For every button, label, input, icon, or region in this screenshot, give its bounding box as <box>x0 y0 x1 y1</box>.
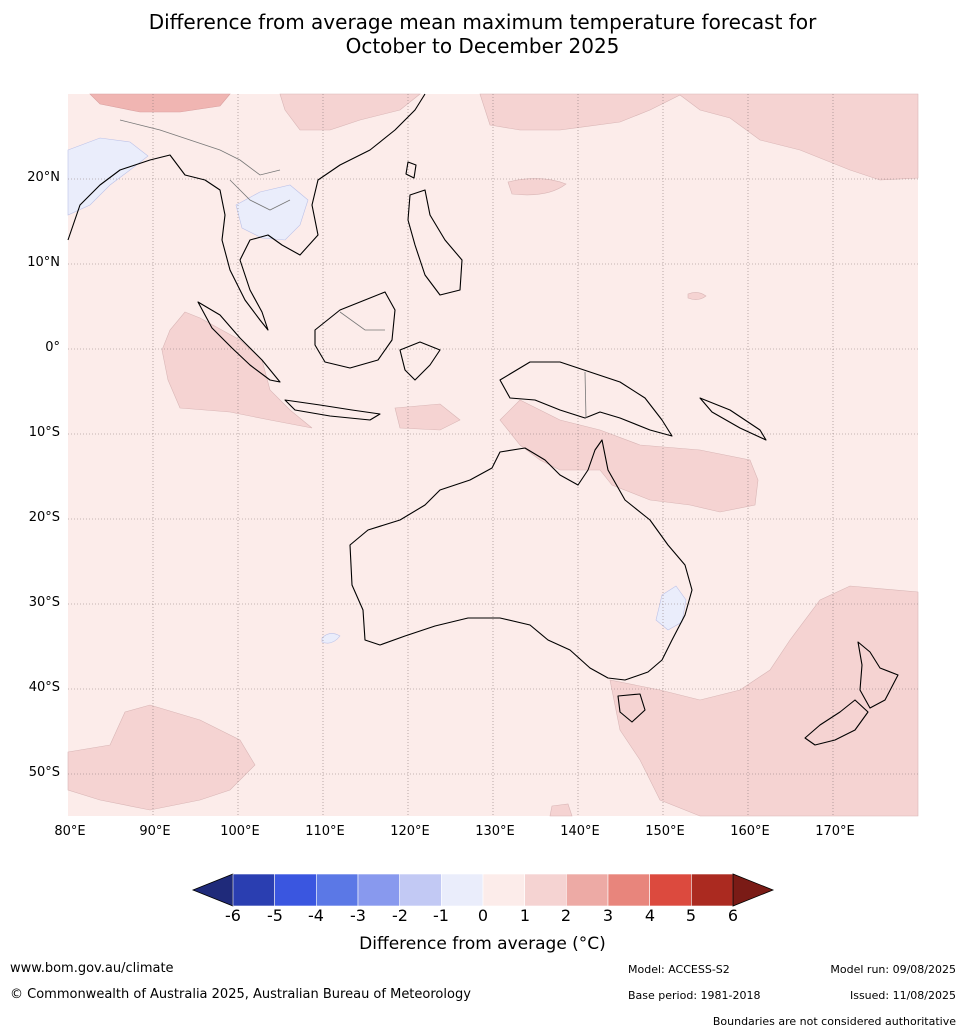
lat-label-10s: 10°S <box>28 425 60 440</box>
coast-new-zealand-north <box>857 641 899 709</box>
warm-patch-small-2 <box>549 803 573 817</box>
coast-tasmania <box>617 693 646 723</box>
coast-taiwan <box>405 161 417 179</box>
title-line-1: Difference from average mean maximum tem… <box>148 10 817 34</box>
lat-label-0: 0° <box>45 340 60 355</box>
colorbar-cell <box>566 873 609 907</box>
chart-title: Difference from average mean maximum tem… <box>0 10 965 58</box>
lon-label-120e: 120°E <box>390 824 430 839</box>
colorbar-cell <box>399 873 442 907</box>
colorbar-cell <box>524 873 567 907</box>
colorbar-tick: 4 <box>644 906 656 925</box>
coast-philippines <box>407 189 463 296</box>
lon-label-150e: 150°E <box>645 824 685 839</box>
colorbar-tick: -4 <box>308 906 324 925</box>
colorbar-cell <box>691 873 734 907</box>
colorbar-high-arrow <box>732 873 775 907</box>
lat-label-20s: 20°S <box>28 510 60 525</box>
footer-model-run: Model run: 09/08/2025 <box>830 963 956 976</box>
coast-sulawesi <box>399 341 441 381</box>
footer-disclaimer: Boundaries are not considered authoritat… <box>712 1015 956 1028</box>
colorbar-cell <box>357 873 400 907</box>
colorbar-tick: -3 <box>350 906 366 925</box>
coast-australia <box>349 439 693 681</box>
colorbar-tick: -1 <box>433 906 449 925</box>
warm-patch-indian-ocean <box>161 311 313 429</box>
warm-patch-small-1 <box>687 292 707 300</box>
title-line-2: October to December 2025 <box>345 34 620 58</box>
lat-label-20n: 20°N <box>27 170 60 185</box>
colorbar-label: Difference from average (°C) <box>359 934 606 954</box>
lon-label-80e: 80°E <box>54 824 86 839</box>
colorbar-low-arrow <box>191 873 234 907</box>
cool-patch-small <box>321 633 341 644</box>
lon-label-160e: 160°E <box>730 824 770 839</box>
footer-base-period: Base period: 1981-2018 <box>628 989 761 1002</box>
country-borders <box>119 119 587 419</box>
lon-label-130e: 130°E <box>475 824 515 839</box>
coast-new-guinea <box>499 361 673 437</box>
lon-label-170e: 170°E <box>815 824 855 839</box>
warmer-patch-himalaya <box>89 93 231 113</box>
lat-label-30s: 30°S <box>28 595 60 610</box>
colorbar <box>191 873 775 907</box>
footer-copyright: © Commonwealth of Australia 2025, Austra… <box>10 987 471 1002</box>
colorbar-tick: -2 <box>392 906 408 925</box>
cool-patch-india <box>67 137 149 216</box>
cool-patch-east-australia <box>655 585 687 631</box>
lon-label-90e: 90°E <box>139 824 171 839</box>
cool-patch-indochina <box>235 184 309 241</box>
coast-new-zealand-south <box>804 699 869 746</box>
colorbar-cell <box>441 873 484 907</box>
colorbar-tick: 5 <box>685 906 697 925</box>
colorbar-cell <box>482 873 525 907</box>
warm-patch-southern-ocean <box>67 704 256 811</box>
lat-label-10n: 10°N <box>27 255 60 270</box>
colorbar-tick: 1 <box>519 906 531 925</box>
forecast-map <box>67 93 919 817</box>
coast-borneo <box>314 291 396 369</box>
lat-label-40s: 40°S <box>28 680 60 695</box>
lon-label-110e: 110°E <box>305 824 345 839</box>
colorbar-cell <box>274 873 317 907</box>
footer-model: Model: ACCESS-S2 <box>628 963 730 976</box>
warm-patch-south-china <box>279 93 421 131</box>
cool-anomaly-areas <box>67 137 687 644</box>
coast-java <box>284 399 381 421</box>
colorbar-tick: 2 <box>560 906 572 925</box>
colorbar-cells <box>232 873 734 907</box>
colorbar-cell <box>232 873 275 907</box>
coast-sumatra <box>197 301 281 383</box>
lat-label-50s: 50°S <box>28 765 60 780</box>
colorbar-tick: -6 <box>225 906 241 925</box>
coast-solomons <box>699 397 767 441</box>
coast-mainland-asia <box>67 93 426 331</box>
warm-patch-arafura <box>394 403 461 431</box>
footer-website: www.bom.gov.au/climate <box>10 961 174 976</box>
colorbar-tick: 6 <box>727 906 739 925</box>
warm-anomaly-areas <box>67 93 919 817</box>
graticule <box>68 94 918 816</box>
lon-label-140e: 140°E <box>560 824 600 839</box>
colorbar-tick: -5 <box>267 906 283 925</box>
lon-label-100e: 100°E <box>220 824 260 839</box>
colorbar-cell <box>607 873 650 907</box>
coastlines <box>67 93 899 746</box>
colorbar-cell <box>649 873 692 907</box>
warm-patch-tasman <box>609 585 919 817</box>
footer-issued: Issued: 11/08/2025 <box>849 989 956 1002</box>
colorbar-tick: 0 <box>477 906 489 925</box>
colorbar-tick: 3 <box>602 906 614 925</box>
warm-patch-north-australia <box>499 399 759 513</box>
colorbar-cell <box>316 873 359 907</box>
